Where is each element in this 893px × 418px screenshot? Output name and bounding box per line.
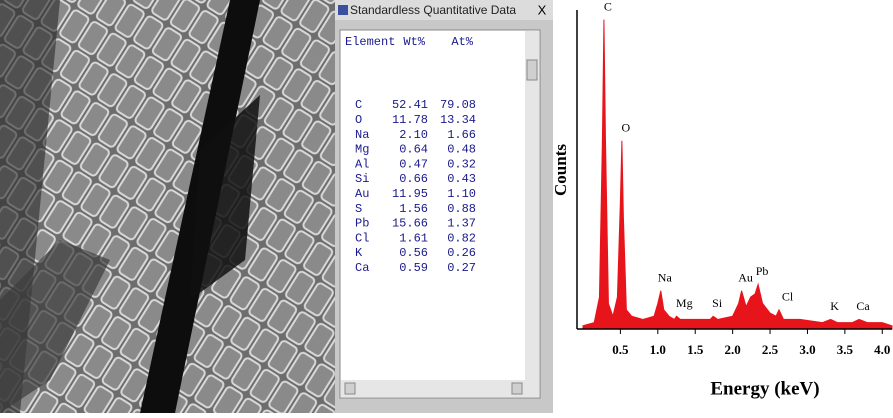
x-tick-label: 4.0 [874,342,890,357]
table-cell: 1.56 [399,202,428,216]
peak-label: Pb [756,264,769,278]
table-header: Wt% [403,35,425,49]
sem-image [0,0,335,413]
table-cell: C [355,98,362,112]
table-cell: 0.56 [399,246,428,260]
table-cell: 0.82 [447,231,476,245]
table-header: Element [345,35,395,49]
table-cell: 13.34 [440,113,476,127]
table-cell: Pb [355,217,369,231]
eds-spectrum: Counts Energy (keV) 0.5 1.0 1.5 2.0 2.5 3.0 3.… [551,0,892,399]
table-cell: 2.10 [399,128,428,142]
peak-label: Mg [676,296,693,310]
x-axis-label: Energy (keV) [710,378,819,399]
table-cell: 0.66 [399,172,428,186]
table-cell: Mg [355,143,369,157]
x-tick-label: 1.5 [687,342,704,357]
table-cell: 0.27 [447,261,476,275]
data-window: Standardless Quantitative Data X Element… [335,0,553,413]
table-cell: 11.78 [392,113,428,127]
table-cell: 0.59 [399,261,428,275]
table-cell: O [355,113,362,127]
table-cell: 1.10 [447,187,476,201]
x-tick-label: 3.0 [799,342,815,357]
peak-label: Ca [856,299,870,313]
table-cell: K [355,246,363,260]
table-cell: Si [355,172,369,186]
table-cell: Au [355,187,369,201]
table-cell: Ca [355,261,369,275]
table-cell: 52.41 [392,98,428,112]
table-cell: 1.61 [399,231,428,245]
table-cell: 0.43 [447,172,476,186]
canvas: Standardless Quantitative Data X Element… [0,0,893,413]
table-cell: 0.32 [447,157,476,171]
table-cell: 0.64 [399,143,428,157]
x-tick-label: 0.5 [612,342,629,357]
table-cell: Al [355,157,369,171]
table-cell: 15.66 [392,217,428,231]
close-button[interactable]: X [538,2,547,17]
figure: Standardless Quantitative Data X Element… [0,0,893,413]
table-cell: Na [355,128,369,142]
table-cell: 0.26 [447,246,476,260]
peak-label: C [604,0,612,13]
peak-label: O [622,121,631,135]
x-tick-label: 2.5 [762,342,779,357]
y-axis-label: Counts [551,144,570,196]
window-title: Standardless Quantitative Data [350,3,516,17]
table-cell: 11.95 [392,187,428,201]
table-cell: 0.48 [447,143,476,157]
x-tick-label: 3.5 [837,342,854,357]
x-tick-label: 1.0 [650,342,666,357]
peak-label: Cl [782,290,794,304]
table-cell: Cl [355,231,369,245]
peak-label: Au [738,270,753,284]
peak-label: Na [658,270,673,284]
table-header: At% [451,35,473,49]
table-cell: 79.08 [440,98,476,112]
peak-label: Si [712,296,723,310]
table-cell: S [355,202,362,216]
table-cell: 1.66 [447,128,476,142]
table-cell: 0.47 [399,157,428,171]
table-cell: 0.88 [447,202,476,216]
peak-label: K [830,299,839,313]
table-cell: 1.37 [447,217,476,231]
x-tick-label: 2.0 [725,342,741,357]
